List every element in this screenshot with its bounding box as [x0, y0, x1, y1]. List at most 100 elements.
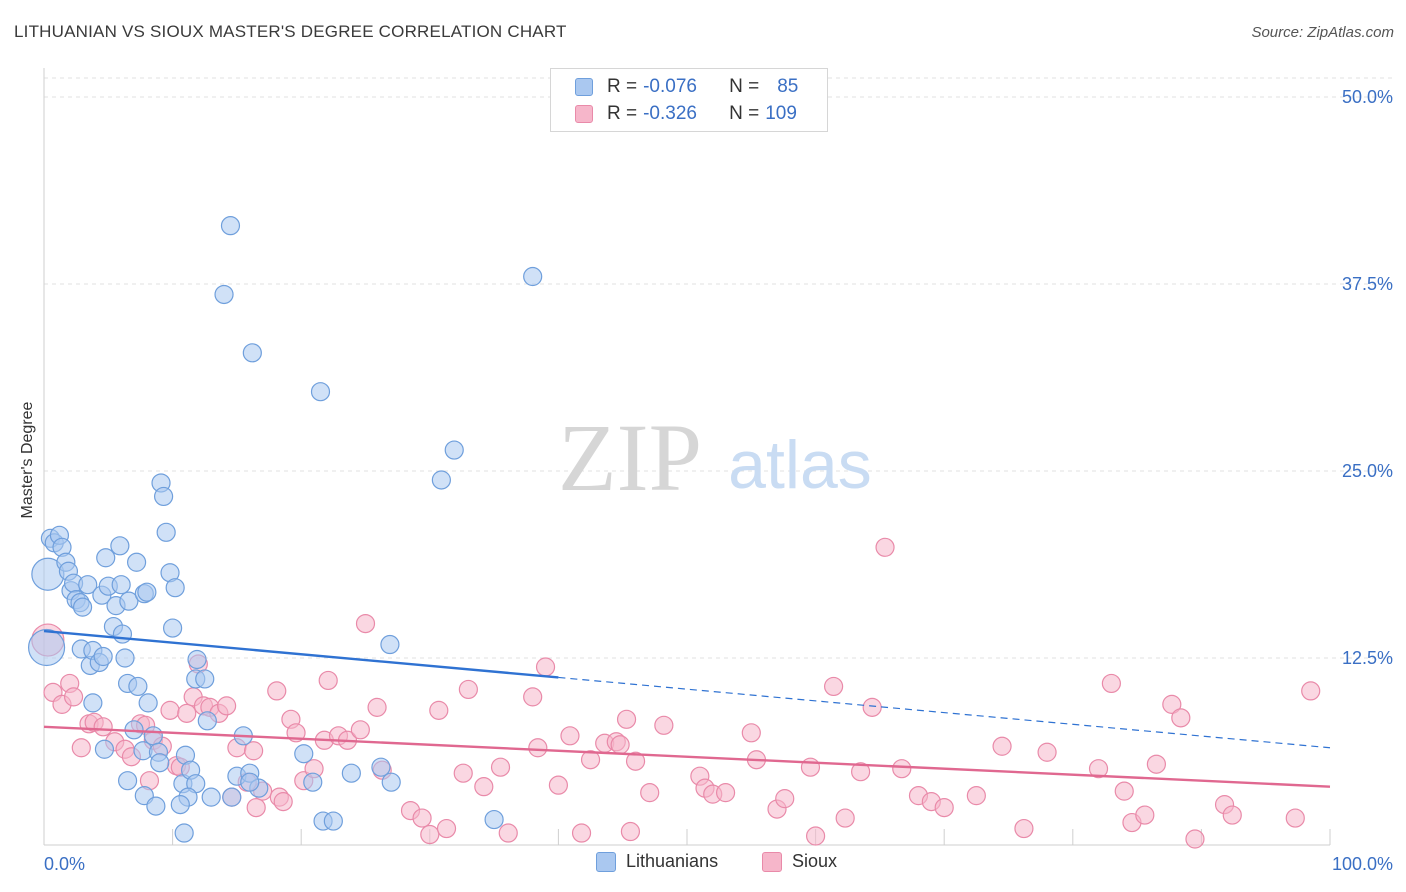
lithuanian-point	[83, 693, 103, 713]
legend-r-label: R =	[607, 76, 638, 97]
sioux-point	[560, 726, 580, 746]
sioux-point	[715, 783, 736, 803]
sioux-point	[267, 681, 287, 701]
sioux-point	[640, 783, 660, 803]
sioux-point	[523, 687, 543, 707]
lithuanian-point	[323, 811, 343, 831]
sioux-point	[244, 741, 264, 761]
sioux-point	[805, 826, 826, 846]
sioux-point	[350, 720, 370, 740]
sioux-point	[862, 697, 882, 717]
sioux-point	[458, 679, 478, 700]
legend-label: Lithuanians	[626, 851, 719, 871]
sioux-point	[474, 777, 494, 797]
lithuanian-point	[371, 757, 391, 777]
legend-item-lithuanians[interactable]: Lithuanians	[596, 851, 718, 872]
sioux-point	[367, 697, 387, 717]
sioux-point	[1146, 754, 1166, 774]
lithuanian-point	[117, 771, 138, 791]
sioux-point	[1285, 808, 1305, 828]
legend-row-lithuanians: R = -0.076 N = 85	[575, 76, 798, 98]
sioux-point	[1171, 708, 1191, 728]
sioux-point	[490, 757, 511, 777]
lithuanian-point	[111, 575, 131, 595]
lithuanian-point	[153, 486, 174, 507]
lithuanian-point	[170, 795, 190, 815]
stats-legend: R = -0.076 N = 85 R = -0.326 N = 109	[550, 68, 828, 132]
legend-r-value: -0.076	[643, 76, 697, 97]
lithuanian-point	[96, 548, 116, 568]
source-note: Source: ZipAtlas.com	[1251, 24, 1394, 41]
y-tick-label: 12.5%	[1342, 648, 1393, 668]
lithuanian-point	[78, 575, 98, 595]
lithuanian-point	[94, 739, 115, 759]
sioux-point	[93, 717, 113, 737]
lithuanian-points	[27, 216, 543, 843]
sioux-point	[273, 792, 293, 812]
lithuanian-point	[93, 646, 113, 667]
sioux-point	[548, 775, 569, 795]
legend-swatch-pink	[575, 105, 593, 123]
lithuanian-point	[156, 522, 176, 542]
lithuanian-point	[115, 648, 135, 668]
sioux-point	[355, 613, 376, 634]
watermark-zip: ZIP	[558, 404, 702, 511]
sioux-point	[616, 709, 637, 729]
lithuanian-point	[222, 787, 242, 807]
sioux-point	[610, 735, 630, 755]
legend-n-label: N =	[729, 103, 760, 124]
sioux-point	[420, 824, 440, 845]
lithuanian-point	[138, 693, 158, 713]
series-legend: Lithuanians Sioux	[0, 851, 1406, 877]
legend-n-label: N =	[729, 76, 760, 97]
lithuanian-point	[523, 266, 543, 287]
sioux-point	[1301, 681, 1321, 701]
legend-item-sioux[interactable]: Sioux	[762, 851, 837, 872]
legend-swatch-blue	[575, 78, 593, 96]
sioux-point	[535, 657, 556, 677]
tick-labels: 12.5% 25.0% 37.5% 50.0% 0.0% 100.0%	[44, 87, 1393, 874]
x-tick-label-max: 100.0%	[1332, 854, 1393, 874]
sioux-point	[992, 736, 1012, 756]
sioux-point	[625, 751, 646, 771]
y-tick-label: 25.0%	[1342, 461, 1393, 481]
sioux-point	[71, 738, 91, 758]
sioux-point	[177, 703, 197, 723]
lithuanian-point	[444, 440, 464, 460]
sioux-point	[498, 823, 518, 843]
sioux-point	[800, 757, 821, 777]
lithuanian-point	[431, 470, 451, 490]
sioux-point	[1101, 673, 1121, 694]
sioux-point	[429, 700, 449, 720]
sioux-point	[654, 715, 674, 735]
lithuanian-point	[165, 578, 185, 598]
gridlines	[44, 77, 1392, 659]
sioux-point	[824, 676, 844, 697]
lithuanian-point	[240, 772, 260, 792]
lithuanian-point	[214, 284, 234, 305]
trend-lines	[43, 629, 1331, 788]
y-tick-label: 50.0%	[1342, 87, 1393, 107]
legend-swatch-blue	[596, 851, 616, 872]
lithuanian-point	[484, 809, 504, 830]
sioux-point	[1222, 805, 1242, 825]
sioux-point	[1162, 694, 1182, 714]
legend-r-value: -0.326	[643, 103, 697, 124]
sioux-point	[620, 821, 641, 842]
legend-n-value: 85	[777, 76, 799, 97]
sioux-point	[934, 797, 954, 818]
sioux-point	[160, 700, 180, 720]
lithuanian-point	[163, 618, 183, 638]
lithuanian-point	[137, 582, 157, 602]
lithuanian-point	[201, 787, 221, 807]
lithuanian-trend-line	[43, 629, 559, 679]
sioux-point	[63, 687, 84, 707]
y-tick-label: 37.5%	[1342, 274, 1393, 294]
lithuanian-point	[303, 772, 323, 792]
lithuanian-point	[150, 753, 170, 773]
sioux-trend-line	[43, 725, 1331, 788]
chart-title: LITHUANIAN VS SIOUX MASTER'S DEGREE CORR…	[14, 22, 567, 41]
sioux-point	[528, 738, 548, 758]
y-axis-label: Master's Degree	[19, 401, 36, 519]
